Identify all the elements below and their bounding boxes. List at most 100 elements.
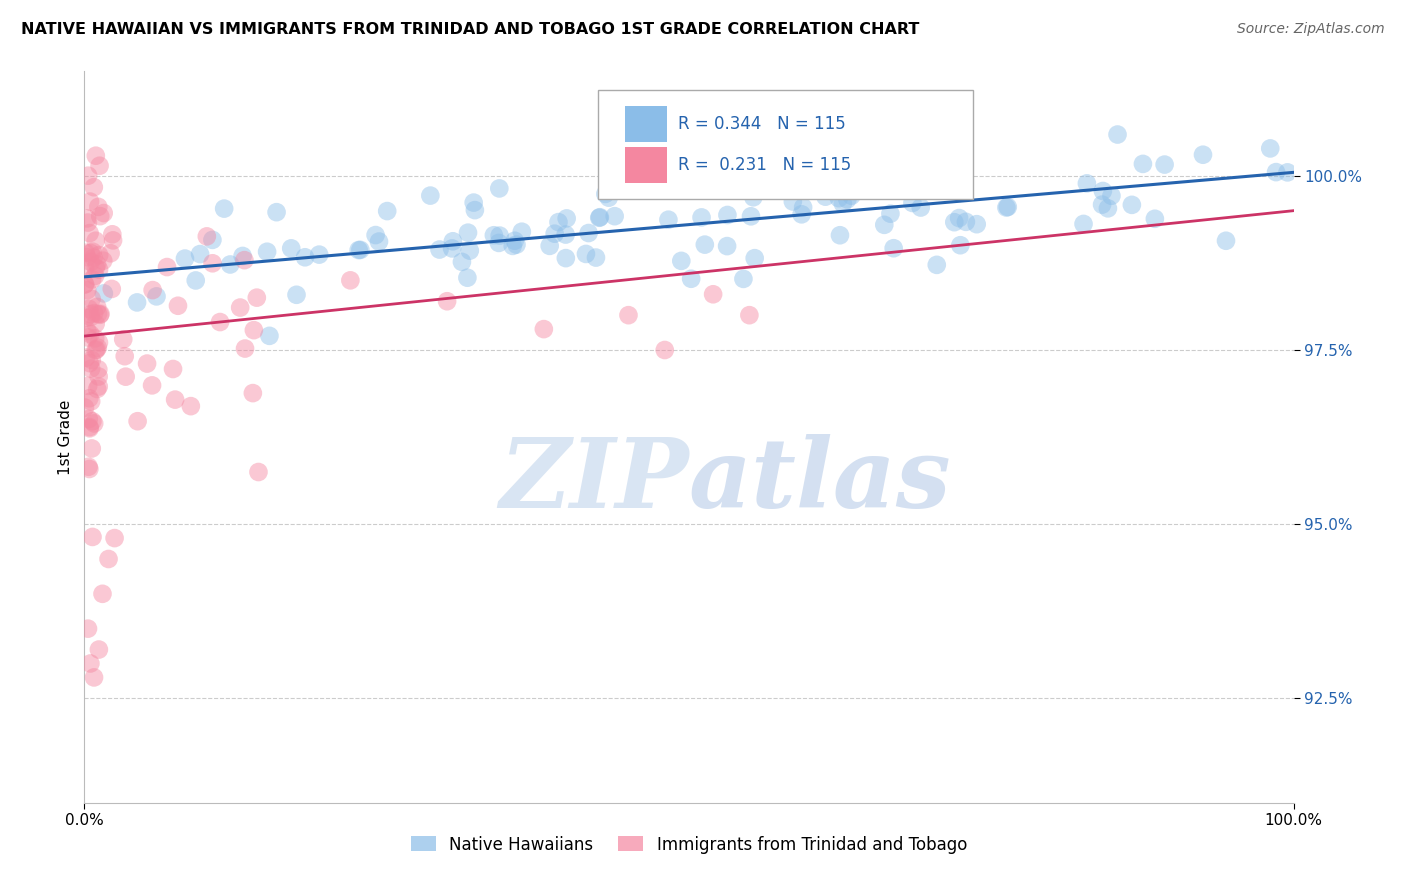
Point [79,420,101,434]
Point [948,211,970,225]
Point [554,227,576,242]
Point [83,251,105,265]
Point [457,226,479,240]
Point [243,323,266,337]
Point [75,245,97,260]
Point [141,378,163,392]
Point [347,243,370,257]
Point [75,260,97,275]
Point [464,203,486,218]
Point [80,255,103,269]
Point [84,149,107,163]
Point [112,332,135,346]
Point [195,229,218,244]
Point [142,283,165,297]
Point [87,362,110,376]
Point [73,277,96,292]
Point [837,193,859,207]
Point [368,235,391,249]
Point [76,283,98,297]
Point [87,335,110,350]
Point [883,241,905,255]
Point [441,234,464,248]
Point [84,234,107,248]
Point [575,247,598,261]
Point [84,317,107,331]
Point [1073,217,1095,231]
Point [86,343,108,357]
Legend: Native Hawaiians, Immigrants from Trinidad and Tobago: Native Hawaiians, Immigrants from Trinid… [404,829,974,860]
Point [82,414,104,428]
Point [831,196,853,211]
Point [349,243,371,257]
Point [87,307,110,321]
Point [256,244,278,259]
Point [915,128,938,143]
Point [547,215,569,229]
Point [233,342,256,356]
Point [1076,177,1098,191]
Point [339,273,361,287]
Point [80,442,103,456]
Point [456,270,478,285]
Point [458,244,481,258]
Point [77,330,100,344]
Point [83,306,105,320]
Point [436,294,458,309]
Point [82,530,104,544]
Point [114,369,136,384]
Point [1097,202,1119,216]
Point [180,399,202,413]
Point [429,243,451,257]
Point [543,227,565,241]
Point [1101,188,1123,202]
Point [1215,234,1237,248]
Point [966,217,988,231]
Point [441,241,464,255]
Point [879,207,901,221]
Point [733,272,755,286]
Point [285,287,308,301]
Point [1132,157,1154,171]
Point [995,201,1018,215]
Point [91,253,114,268]
Point [589,211,612,225]
Point [308,247,330,261]
Point [104,531,127,545]
Text: NATIVE HAWAIIAN VS IMMIGRANTS FROM TRINIDAD AND TOBAGO 1ST GRADE CORRELATION CHA: NATIVE HAWAIIAN VS IMMIGRANTS FROM TRINI… [21,22,920,37]
Point [578,226,600,240]
Point [901,196,924,211]
Point [538,239,561,253]
Point [716,208,738,222]
Point [73,277,96,292]
Point [79,356,101,370]
FancyBboxPatch shape [624,146,668,183]
Point [949,238,972,252]
Point [914,175,936,189]
Point [681,272,703,286]
Point [690,211,713,225]
Point [910,154,932,169]
Point [671,253,693,268]
Point [375,204,398,219]
Point [89,248,111,262]
Point [77,622,100,636]
Point [84,260,107,275]
Point [488,235,510,250]
Point [87,379,110,393]
Point [87,369,110,384]
Point [75,351,97,365]
Point [86,382,108,396]
Point [533,322,555,336]
Point [219,258,242,272]
Point [1265,165,1288,179]
Point [1192,147,1215,161]
Point [77,379,100,393]
Point [188,247,211,261]
Point [488,228,510,243]
Point [897,155,920,169]
Point [79,246,101,260]
Point [889,153,911,167]
Point [167,299,190,313]
Point [80,394,103,409]
